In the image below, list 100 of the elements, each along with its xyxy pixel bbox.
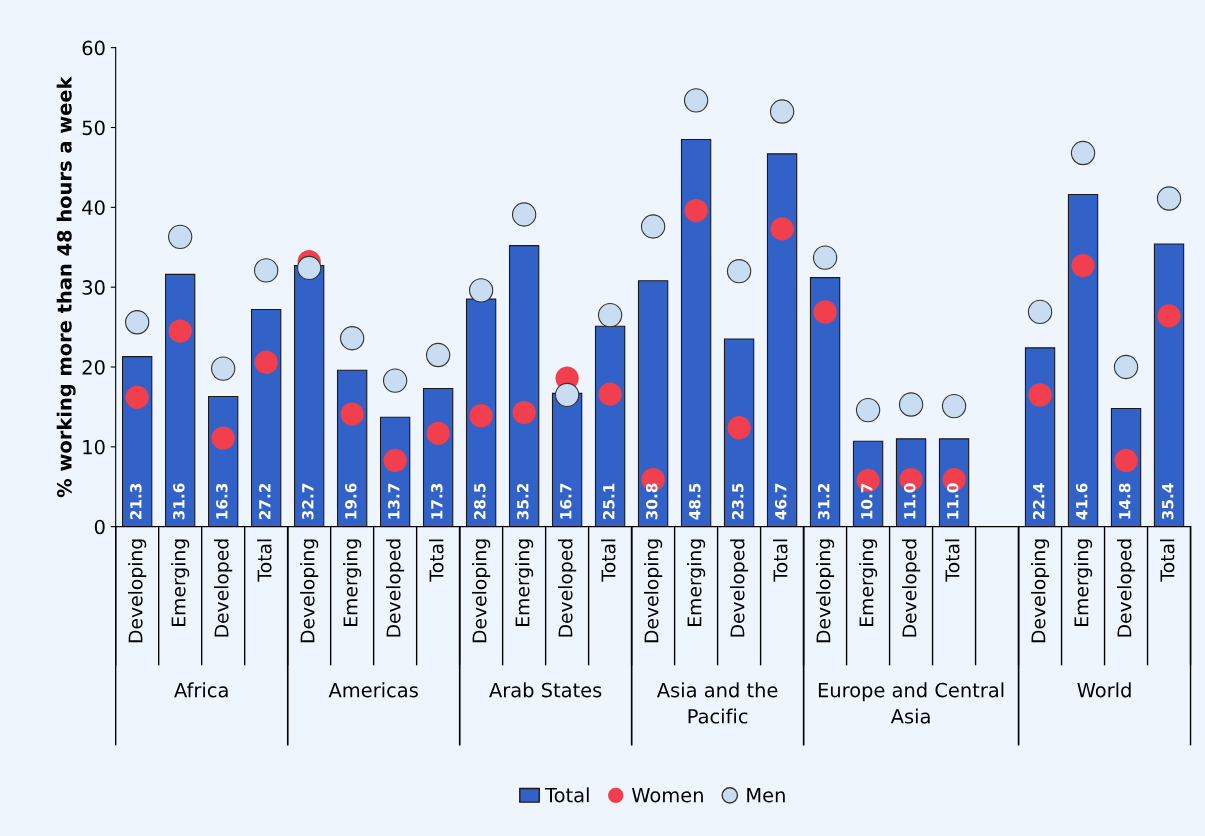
bar [1067,193,1099,527]
data-label: 35.4 [1161,483,1174,520]
point [941,393,967,419]
data-label: 31.2 [817,483,830,520]
point [684,198,708,223]
point [469,404,493,428]
point [769,99,795,124]
point [683,88,709,113]
data-label: 31.6 [173,483,185,520]
y-tick-label: 60 [82,40,105,56]
point [211,426,235,450]
point [813,300,837,324]
bar [122,356,153,527]
x-tick-label: Total [1159,539,1175,582]
data-label: 21.3 [130,483,142,520]
legend-label: Men [747,787,785,803]
text: Americas [328,682,418,698]
x-tick-label: Developed [902,539,921,637]
x-tick-label: Developing [816,539,835,643]
data-label: 19.6 [345,483,357,519]
point [1157,304,1181,328]
y-tick-label: 10 [83,439,105,455]
x-tick-label: Total [601,539,616,582]
point [339,326,365,351]
x-tick-label: Emerging [859,539,878,626]
x-tick-label: Total [257,539,272,582]
data-label: 25.1 [602,483,615,520]
point [125,310,150,335]
point [770,217,794,241]
data-label: 48.5 [688,483,701,520]
data-label: 27.2 [259,483,271,520]
y-tick-label: 50 [82,120,105,136]
x-tick-label: Developed [730,539,749,637]
point [1113,354,1139,380]
x-tick-label: Developed [214,539,233,637]
bar [293,265,325,527]
bar [164,273,196,527]
point [512,400,536,425]
data-label: 22.4 [1032,483,1045,520]
data-label: 13.7 [388,483,400,519]
point [125,385,149,409]
bar [809,277,841,527]
x-tick-label: Developed [386,539,405,637]
data-label: 32.7 [302,483,314,520]
bar [465,298,497,527]
point [554,382,580,408]
point [1071,253,1095,278]
text: Asia and the Pacific [656,682,778,724]
bar [637,280,669,527]
data-label: 16.3 [216,483,228,519]
bar [594,325,626,527]
data-label: 16.7 [560,483,572,519]
data-label: 14.8 [1118,483,1131,519]
point [468,278,494,303]
data-label: 41.6 [1075,483,1088,520]
x-tick-label: Total [945,539,960,582]
data-label: 23.5 [731,483,744,520]
data-label: 35.2 [517,483,529,520]
bar [723,338,755,527]
x-tick-label: Developed [558,539,577,637]
point [1028,383,1052,407]
data-label: 46.7 [774,483,787,520]
y-tick-label: 30 [82,280,105,295]
x-tick-label: Developing [128,539,147,643]
x-tick-label: Emerging [515,539,534,626]
bar [1024,347,1056,527]
x-tick-label: Total [429,539,444,582]
text: Europe and Central Asia [818,682,1004,724]
point [1156,186,1182,211]
point [254,350,278,374]
point [511,202,537,227]
point [597,302,623,328]
bar [508,245,540,527]
bar [766,153,798,527]
x-tick-label: Developed [1116,539,1136,637]
x-tick-label: Emerging [687,539,706,626]
point [726,259,752,284]
point [425,342,451,368]
point [640,214,666,239]
point [1027,299,1053,325]
point [426,421,450,445]
point [1114,448,1138,473]
data-label: 10.7 [860,483,873,519]
x-tick-label: Developing [472,539,491,643]
x-tick-label: Emerging [343,539,362,626]
bar [250,308,282,527]
point [253,258,279,283]
point [383,448,407,473]
y-axis-title: % working more than 48 hours a week [56,76,76,498]
x-tick-label: Total [773,539,788,582]
legend-label: Women [631,787,703,803]
x-tick-label: Emerging [171,539,190,626]
data-label: 28.5 [474,483,486,520]
point [898,392,924,417]
text: Arab States [489,682,602,698]
point [296,255,322,281]
legend-label: Total [545,787,589,803]
x-tick-label: Developing [644,539,663,643]
point [855,397,881,423]
bar [1153,243,1185,527]
